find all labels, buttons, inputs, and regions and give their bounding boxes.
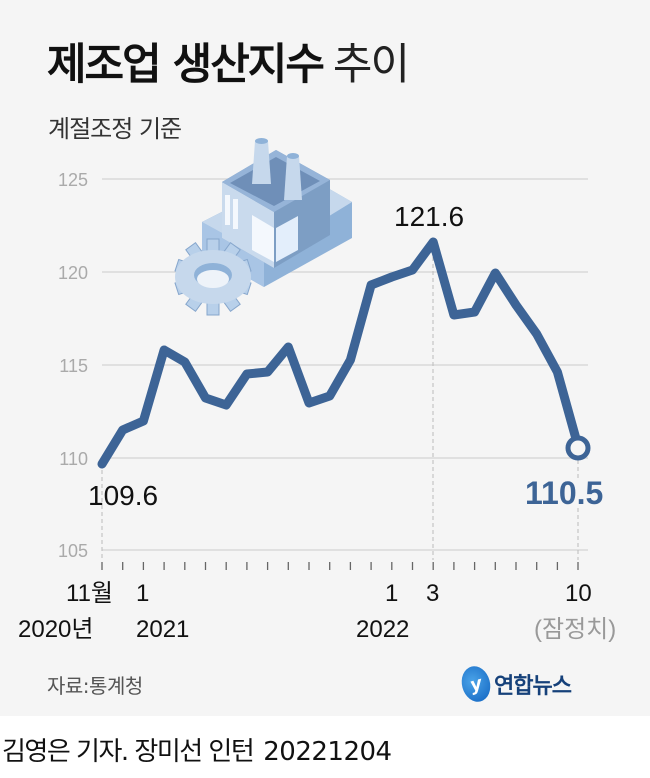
guide-lines <box>101 250 579 560</box>
yonhap-logo-icon: y <box>457 662 495 706</box>
y-label-120: 120 <box>58 263 88 283</box>
credit-authors: 김영은 기자. 장미선 인턴 <box>2 737 255 767</box>
data-line <box>97 237 583 469</box>
gear-icon <box>174 238 252 316</box>
y-label-125: 125 <box>58 170 88 190</box>
line-chart: 125 120 115 110 105 <box>18 138 616 643</box>
chart-subtitle: 계절조정 기준 <box>48 115 182 143</box>
title-light: 추이 <box>332 40 410 90</box>
y-label-110: 110 <box>59 449 88 469</box>
y-axis-labels: 125 120 115 110 105 <box>58 170 88 561</box>
peak-value-label: 121.6 <box>394 201 464 232</box>
credit-line: 김영은 기자. 장미선 인턴 20221204 <box>2 731 392 768</box>
title-bold: 제조업 생산지수 <box>47 40 325 90</box>
y-label-115: 115 <box>59 356 88 376</box>
x-label-2022: 2022 <box>356 616 409 643</box>
x-label-jan22: 1 <box>385 580 398 607</box>
yonhap-logo: y 연합뉴스 <box>457 662 572 706</box>
credit-date: 20221204 <box>263 737 392 767</box>
x-axis-ticks <box>101 562 579 570</box>
x-label-jan21: 1 <box>136 580 149 607</box>
source-label: 자료:통계청 <box>47 674 143 698</box>
page-title: 제조업 생산지수 추이 <box>47 44 410 87</box>
x-label-2021: 2021 <box>136 616 189 643</box>
x-label-nov: 11월 <box>66 580 113 607</box>
end-point-marker <box>565 435 591 461</box>
yonhap-logo-text: 연합뉴스 <box>494 674 572 699</box>
x-label-oct: 10 <box>565 580 592 607</box>
end-value-label: 110.5 <box>525 475 603 511</box>
x-label-mar: 3 <box>426 580 439 607</box>
start-value-label: 109.6 <box>88 480 158 511</box>
chart-panel <box>0 0 650 716</box>
x-label-2020: 2020년 <box>18 616 93 643</box>
x-label-prelim: (잠정치) <box>534 616 616 643</box>
y-label-105: 105 <box>58 541 88 561</box>
